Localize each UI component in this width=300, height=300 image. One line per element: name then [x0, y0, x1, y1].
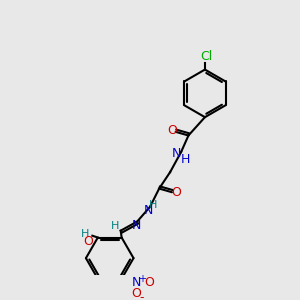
Text: H: H: [81, 229, 89, 239]
Text: +: +: [138, 274, 146, 284]
Text: O: O: [84, 235, 94, 248]
Text: O: O: [172, 186, 182, 199]
Text: O: O: [144, 276, 154, 289]
Text: N: N: [132, 219, 141, 232]
Text: H: H: [148, 200, 157, 210]
Text: -: -: [140, 291, 144, 300]
Text: H: H: [181, 153, 190, 166]
Text: N: N: [132, 276, 141, 289]
Text: Cl: Cl: [201, 50, 213, 63]
Text: N: N: [143, 204, 153, 217]
Text: N: N: [172, 147, 181, 160]
Text: H: H: [111, 221, 119, 231]
Text: O: O: [167, 124, 177, 137]
Text: O: O: [131, 287, 141, 300]
